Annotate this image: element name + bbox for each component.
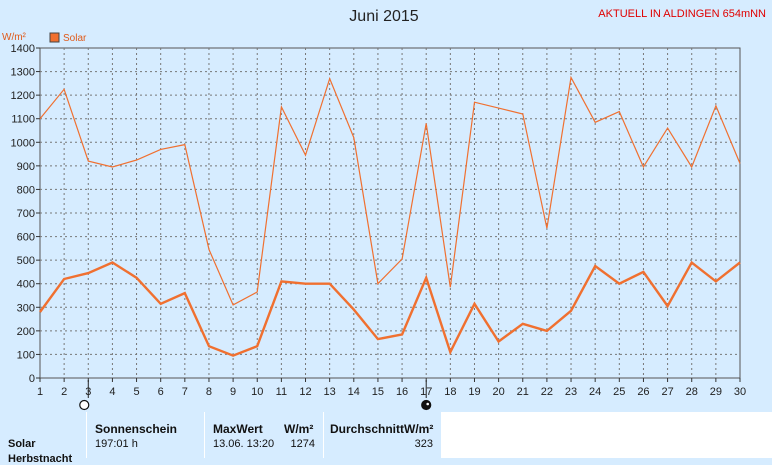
x-tick-label: 7 [182, 386, 188, 398]
x-tick-label: 8 [206, 386, 212, 398]
x-tick-label: 12 [299, 386, 311, 398]
chart-title: Juni 2015 [349, 8, 418, 25]
x-tick-label: 21 [517, 386, 529, 398]
series-line-2 [39, 260, 741, 357]
x-tick-label: 5 [133, 386, 139, 398]
x-tick-label: 1 [37, 386, 43, 398]
durchschnitt-value: 323 [414, 438, 433, 450]
legend-swatch [49, 32, 60, 43]
x-tick-label: 22 [541, 386, 553, 398]
new-moon-icon [421, 399, 432, 411]
y-tick-label: 0 [29, 373, 35, 385]
series-line-1 [39, 75, 741, 306]
y-tick-label: 1000 [11, 137, 35, 149]
x-axis: 1234567891011121314151617181920212223242… [37, 378, 746, 398]
moon-markers [79, 380, 432, 411]
series-layer [39, 75, 741, 357]
y-tick-label: 1400 [11, 43, 35, 55]
maxwert-unit: W/m² [284, 422, 314, 436]
x-tick-label: 25 [613, 386, 625, 398]
x-tick-label: 11 [276, 386, 287, 398]
x-tick-label: 16 [396, 386, 408, 398]
y-tick-label: 600 [17, 232, 35, 244]
x-tick-label: 30 [734, 386, 746, 398]
y-tick-label: 1300 [11, 67, 35, 79]
x-tick-label: 2 [61, 386, 67, 398]
y-tick-label: 100 [17, 349, 35, 361]
y-tick-label: 1200 [11, 90, 35, 102]
x-tick-label: 13 [324, 386, 336, 398]
durchschnitt-cell: Durchschnitt W/m² 323 [324, 412, 442, 458]
station-label: AKTUELL IN ALDINGEN 654mNN [598, 8, 766, 20]
y-unit-label: W/m² [2, 32, 27, 43]
maxwert-cell: MaxWert W/m² 13.06. 13:20 1274 [205, 412, 324, 458]
durchschnitt-unit: W/m² [404, 422, 434, 436]
new-moon-highlight [426, 402, 430, 406]
x-tick-label: 29 [710, 386, 722, 398]
sonnenschein-cell: Sonnenschein 197:01 h [87, 412, 205, 458]
x-tick-label: 27 [661, 386, 673, 398]
y-axis: 0 100 200 300 400 500 600 700 800 900 1000 1100 1200… [11, 43, 40, 385]
x-tick-label: 14 [348, 386, 360, 398]
y-tick-label: 400 [17, 279, 35, 291]
y-tick-label: 800 [17, 184, 35, 196]
x-tick-label: 20 [492, 386, 504, 398]
grid [40, 48, 740, 378]
stats-row-label-2: Herbstnacht [8, 453, 73, 465]
x-tick-label: 4 [109, 386, 115, 398]
sonnenschein-value: 197:01 h [95, 438, 138, 450]
sonnenschein-label: Sonnenschein [95, 422, 178, 436]
x-tick-label: 23 [565, 386, 577, 398]
y-tick-label: 700 [17, 208, 35, 220]
solar-chart: Juni 2015 AKTUELL IN ALDINGEN 654mNN W/m… [2, 8, 766, 411]
stats-table: Solar Herbstnacht Sonnenschein 197:01 h … [0, 412, 772, 465]
durchschnitt-label: Durchschnitt [330, 422, 405, 436]
x-tick-label: 9 [230, 386, 236, 398]
maxwert-value: 1274 [290, 438, 315, 450]
x-tick-label: 28 [686, 386, 698, 398]
y-tick-label: 200 [17, 326, 35, 338]
stats-row-label-cell: Solar Herbstnacht [0, 412, 87, 465]
y-tick-label: 1100 [11, 114, 35, 126]
x-tick-label: 6 [158, 386, 164, 398]
maxwert-label: MaxWert [213, 422, 263, 436]
y-tick-label: 300 [17, 302, 35, 314]
x-tick-label: 19 [468, 386, 480, 398]
x-tick-label: 18 [444, 386, 456, 398]
x-tick-label: 26 [637, 386, 649, 398]
legend-label: Solar [63, 33, 87, 44]
y-tick-label: 500 [17, 255, 35, 267]
stats-row-label: Solar [8, 438, 36, 450]
y-tick-label: 900 [17, 161, 35, 173]
x-tick-label: 24 [589, 386, 601, 398]
x-tick-label: 10 [251, 386, 263, 398]
x-tick-label: 15 [372, 386, 384, 398]
full-moon-icon [79, 399, 90, 411]
maxwert-date: 13.06. 13:20 [213, 438, 275, 450]
